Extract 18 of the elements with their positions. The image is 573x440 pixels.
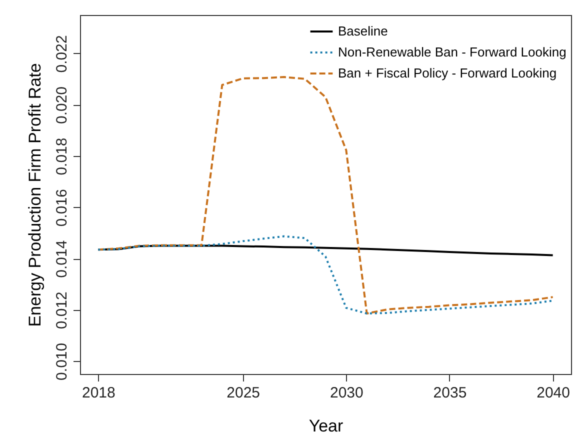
line-series bbox=[97, 235, 554, 314]
x-tick-label: 2018 bbox=[82, 384, 116, 402]
y-axis-title: Energy Production Firm Profit Rate bbox=[26, 63, 44, 327]
y-tick-label: 0.014 bbox=[54, 240, 70, 278]
x-tick-label: 2025 bbox=[226, 384, 260, 402]
legend-label: Baseline bbox=[338, 24, 388, 38]
y-tick-label: 0.016 bbox=[54, 189, 70, 227]
y-tick-label: 0.018 bbox=[54, 138, 70, 176]
y-tick-label: 0.020 bbox=[54, 86, 70, 124]
x-tick-label: 2035 bbox=[433, 384, 467, 402]
y-tick-label: 0.012 bbox=[54, 292, 70, 330]
x-tick-label: 2040 bbox=[536, 384, 570, 402]
legend-label: Ban + Fiscal Policy - Forward Looking bbox=[338, 66, 557, 80]
x-tick-label: 2030 bbox=[330, 384, 364, 402]
y-tick-label: 0.022 bbox=[54, 35, 70, 73]
legend-label: Non-Renewable Ban - Forward Looking bbox=[338, 44, 566, 60]
x-axis-title: Year bbox=[308, 416, 344, 436]
y-tick-label: 0.010 bbox=[54, 342, 70, 380]
